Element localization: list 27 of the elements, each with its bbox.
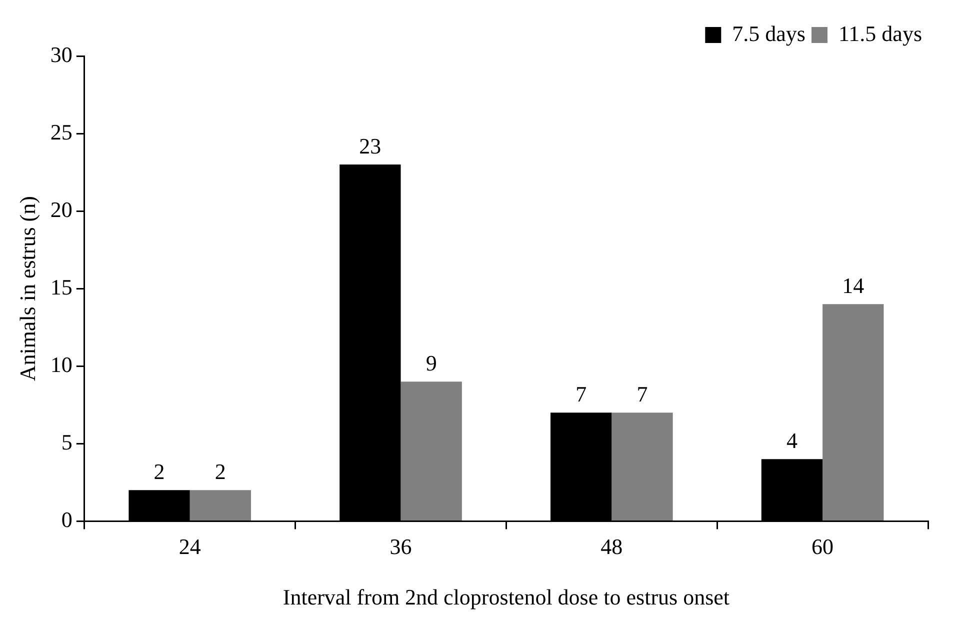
bar (190, 490, 252, 520)
data-label: 2 (214, 458, 226, 484)
bar (612, 412, 673, 520)
data-label: 9 (426, 350, 437, 376)
data-label: 23 (359, 133, 382, 158)
x-tick-label: 24 (178, 534, 201, 560)
data-label: 7 (576, 381, 587, 406)
y-axis-title: Animals in estrus (n) (14, 196, 40, 382)
x-axis-title: Interval from 2nd cloprostenol dose to estrus onset (282, 584, 730, 610)
y-tick-label: 20 (50, 196, 72, 222)
y-tick-label: 5 (61, 429, 72, 454)
y-tick-label: 30 (50, 42, 72, 67)
y-tick-label: 10 (50, 352, 72, 377)
bar (400, 382, 462, 520)
data-label: 7 (636, 381, 648, 406)
data-label: 14 (842, 272, 864, 298)
y-tick-label: 25 (50, 119, 72, 144)
legend-label: 11.5 days (838, 20, 922, 46)
bar (822, 304, 884, 520)
y-tick-label: 15 (50, 274, 72, 300)
x-tick-label: 36 (390, 534, 412, 560)
x-tick-label: 48 (600, 534, 623, 560)
legend-label: 7.5 days (732, 20, 806, 46)
data-label: 4 (786, 428, 798, 453)
x-tick-label: 60 (812, 534, 834, 560)
data-label: 2 (154, 458, 165, 484)
y-tick-label: 0 (61, 506, 72, 532)
